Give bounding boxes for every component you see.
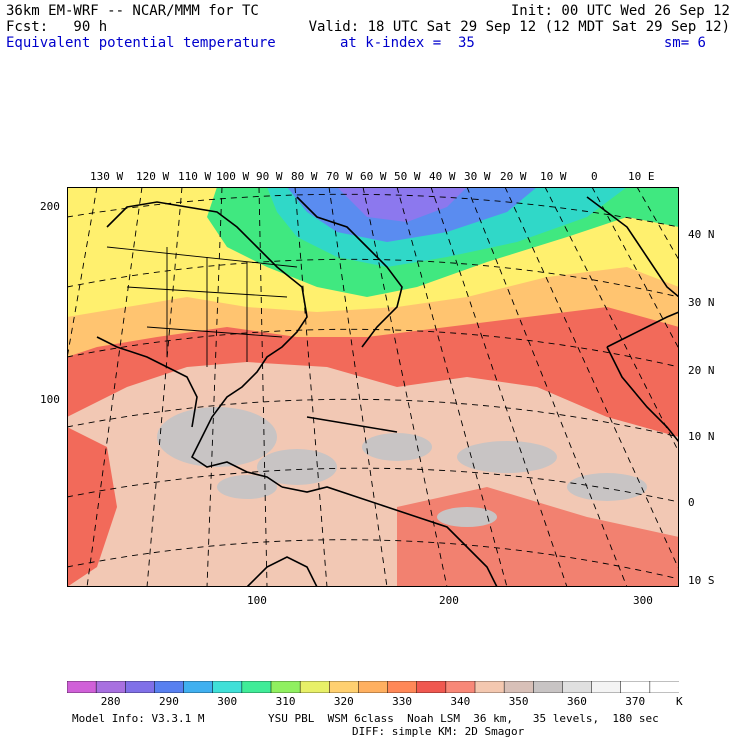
colorbar-swatch [299, 681, 331, 693]
colorbar-swatch [416, 681, 447, 693]
colorbar-swatch [67, 681, 97, 693]
lat-label: 20 N [688, 364, 715, 377]
lon-label: 60 W [360, 170, 387, 183]
colorbar-label: 310 [275, 695, 296, 708]
colorbar-swatch [95, 681, 127, 693]
lon-label: 10 W [540, 170, 567, 183]
grey-patch [157, 407, 277, 467]
y-grid-label: 100 [40, 393, 60, 406]
diffusion-info: DIFF: simple KM: 2D Smagor [352, 725, 525, 738]
lon-label: 80 W [291, 170, 318, 183]
borders [106, 246, 298, 367]
colorbar-label: 290 [159, 695, 179, 708]
colorbar-swatch [387, 681, 418, 693]
colorbar-label: 300 [217, 695, 238, 708]
grey-patch [362, 433, 432, 461]
colorbar-swatch [474, 681, 505, 693]
colorbar-unit: K [676, 695, 683, 708]
lat-label: 10 S [688, 574, 715, 587]
colorbar-label: 350 [508, 695, 529, 708]
x-grid-label: 300 [633, 594, 653, 607]
cold-purple [337, 187, 467, 222]
valid-time: Valid: 18 UTC Sat 29 Sep 12 (12 MDT Sat … [308, 19, 730, 35]
k-index: at k-index = 35 [340, 35, 475, 51]
lon-label: 100 W [216, 170, 250, 183]
grey-patch [217, 475, 277, 499]
lon-label: 110 W [178, 170, 212, 183]
colorbar-swatch [125, 681, 156, 693]
theta-e-map [67, 187, 679, 587]
colorbar-swatch [620, 681, 651, 693]
colorbar-swatch [241, 681, 272, 693]
lon-label: 30 W [464, 170, 491, 183]
model-info: Model Info: V3.3.1 M [72, 712, 205, 725]
x-grid-label: 100 [247, 594, 267, 607]
colorbar-swatch [212, 681, 243, 693]
lat-label: 40 N [688, 228, 715, 241]
pacific-warm [67, 427, 117, 587]
colorbar-label: 340 [450, 695, 471, 708]
lon-label: 10 E [628, 170, 655, 183]
lon-label: 90 W [256, 170, 283, 183]
lat-label: 0 [688, 496, 695, 509]
colorbar-swatch [591, 681, 622, 693]
coastlines [96, 196, 679, 587]
lon-label: 20 W [500, 170, 527, 183]
grey-patch [567, 473, 647, 501]
forecast-hour: Fcst: 90 h [6, 19, 108, 35]
x-grid-label: 200 [439, 594, 459, 607]
lon-label: 50 W [394, 170, 421, 183]
lon-label: 40 W [429, 170, 456, 183]
colorbar-label: 330 [392, 695, 412, 708]
colorbar-swatch [649, 681, 679, 693]
colorbar-swatch [329, 681, 360, 693]
lat-lon-grid [67, 187, 679, 587]
grey-patch [257, 449, 337, 485]
lat-label: 30 N [688, 296, 715, 309]
lon-label: 0 [591, 170, 598, 183]
grey-patch [437, 507, 497, 527]
init-time: Init: 00 UTC Wed 26 Sep 12 [510, 3, 730, 19]
y-grid-label: 200 [40, 200, 60, 213]
field-name: Equivalent potential temperature [6, 35, 276, 51]
colorbar-swatch [562, 681, 593, 693]
colorbar-label: 360 [567, 695, 587, 708]
grey-patch [457, 441, 557, 473]
colorbar-swatch [358, 681, 389, 693]
lon-label: 70 W [326, 170, 353, 183]
lon-label: 120 W [136, 170, 170, 183]
colorbar-swatch [445, 681, 476, 693]
colorbar-swatch [270, 681, 301, 693]
colorbar-swatch [533, 681, 564, 693]
colorbar [67, 681, 679, 693]
lon-label: 130 W [90, 170, 124, 183]
colorbar-swatch [503, 681, 535, 693]
colorbar-label: 280 [100, 695, 121, 708]
colorbar-swatch [154, 681, 185, 693]
colorbar-label: 320 [333, 695, 354, 708]
smoothing: sm= 6 [663, 35, 706, 51]
colorbar-label: 370 [625, 695, 646, 708]
model-title: 36km EM-WRF -- NCAR/MMM for TC [6, 3, 259, 19]
physics-info: YSU PBL WSM 6class Noah LSM 36 km, 35 le… [268, 712, 659, 725]
colorbar-swatch [183, 681, 214, 693]
lat-label: 10 N [688, 430, 715, 443]
